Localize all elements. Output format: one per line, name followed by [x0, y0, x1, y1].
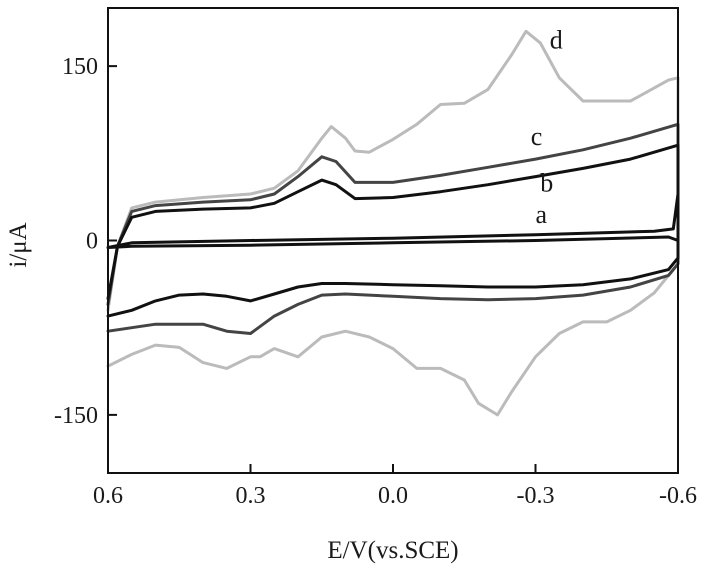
series-label-c: c: [531, 122, 543, 151]
y-tick-label: 0: [86, 229, 98, 255]
y-tick-label: 150: [62, 54, 98, 80]
series-label-d: d: [550, 26, 563, 55]
series-label-a: a: [536, 200, 548, 229]
x-tick-label: 0.3: [236, 483, 266, 509]
x-tick-label: -0.3: [517, 483, 555, 509]
y-axis-title: i/μA: [5, 222, 32, 267]
cyclic-voltammogram-chart: 0.6 0.3 0.0 -0.3 -0.6 150 0 -150 d cba E/V(vs.SC…: [0, 0, 710, 570]
x-tick-label: 0.6: [93, 483, 123, 509]
x-tick-label: 0.0: [378, 483, 408, 509]
x-axis-title: E/V(vs.SCE): [327, 537, 458, 564]
y-tick-label: -150: [54, 403, 98, 429]
x-tick-label: -0.6: [659, 483, 697, 509]
series-label-b: b: [540, 169, 553, 198]
